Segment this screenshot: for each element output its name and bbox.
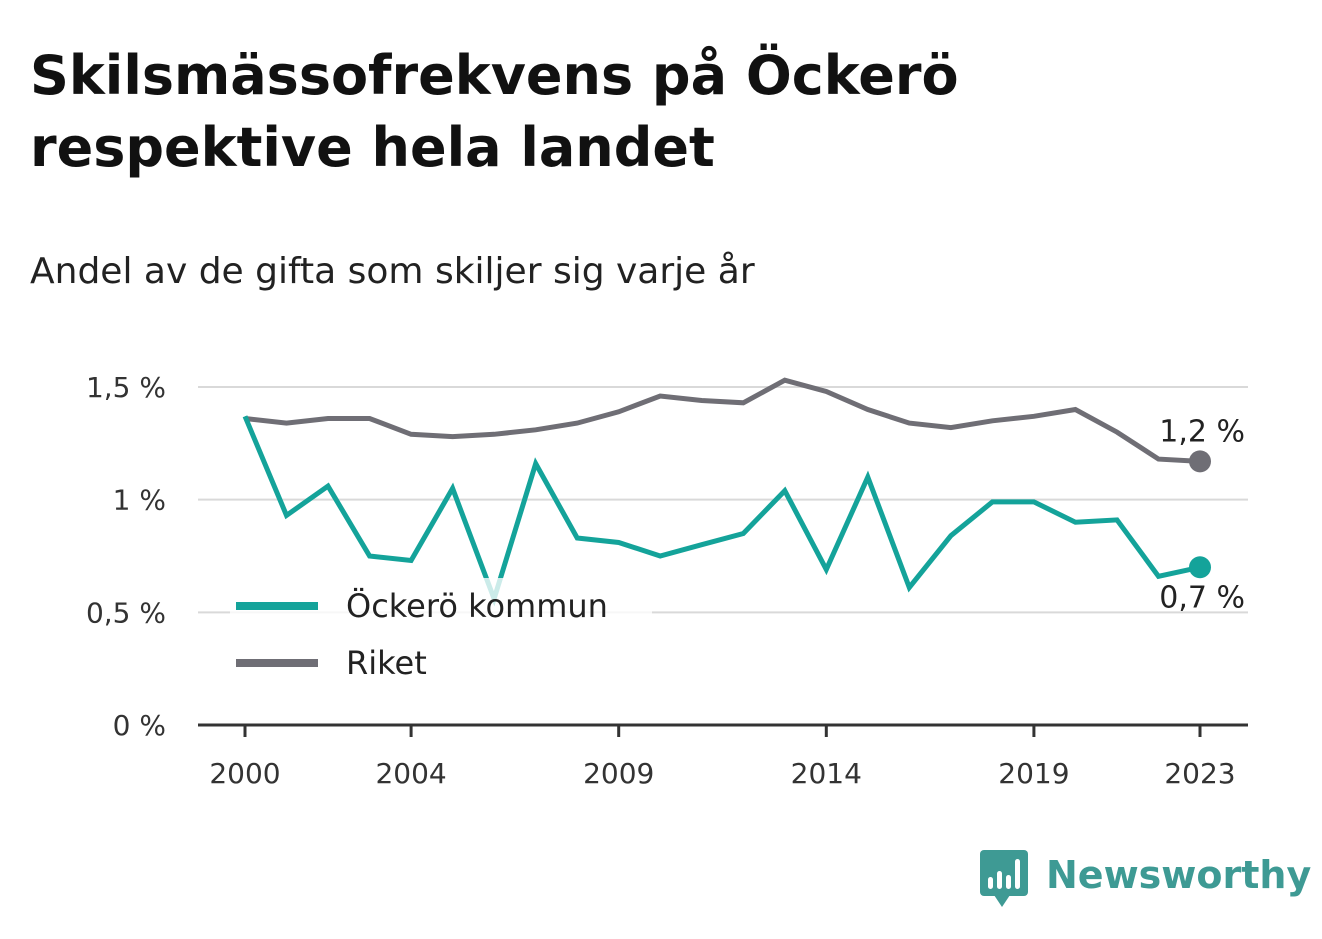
- chart-subtitle: Andel av de gifta som skiljer sig varje …: [30, 251, 755, 292]
- brand-name: Newsworthy: [1046, 853, 1312, 897]
- end-label-ockero: 0,7 %: [1159, 580, 1245, 615]
- series-lines: [242, 377, 1211, 607]
- y-tick-label: 0 %: [113, 709, 166, 742]
- series-line-ockero: [242, 415, 1201, 607]
- newsworthy-logo: Newsworthy: [980, 850, 1311, 912]
- series-end-point: [1189, 450, 1211, 473]
- x-tick-label: 2009: [583, 757, 654, 790]
- legend-label: Riket: [346, 644, 427, 682]
- legend-label: Öckerö kommun: [346, 587, 608, 625]
- series-end-point: [1189, 556, 1211, 579]
- y-tick-label: 1 %: [113, 484, 166, 517]
- x-tick-label: 2000: [209, 757, 280, 790]
- legend: Öckerö kommun Riket: [230, 578, 652, 682]
- x-tick-label: 2014: [791, 757, 862, 790]
- x-tick-label: 2004: [375, 757, 446, 790]
- bar-chart-speech-icon: [980, 850, 1028, 907]
- x-tick-label: 2023: [1164, 757, 1235, 790]
- axes: 0 % 0,5 % 1 % 1,5 % 2000 2004 2009 2014 2019 2023: [86, 371, 1248, 790]
- end-label-riket: 1,2 %: [1159, 414, 1245, 449]
- y-tick-label: 1,5 %: [86, 371, 166, 404]
- x-tick-label: 2019: [998, 757, 1069, 790]
- chart-title: Skilsmässofrekvens på Öckerö respektive …: [30, 44, 959, 179]
- end-labels: 1,2 % 0,7 %: [1159, 414, 1245, 615]
- series-line-riket: [244, 377, 1201, 464]
- y-tick-label: 0,5 %: [86, 596, 166, 629]
